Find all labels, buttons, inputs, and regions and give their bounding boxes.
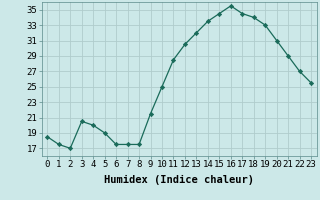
X-axis label: Humidex (Indice chaleur): Humidex (Indice chaleur) <box>104 175 254 185</box>
